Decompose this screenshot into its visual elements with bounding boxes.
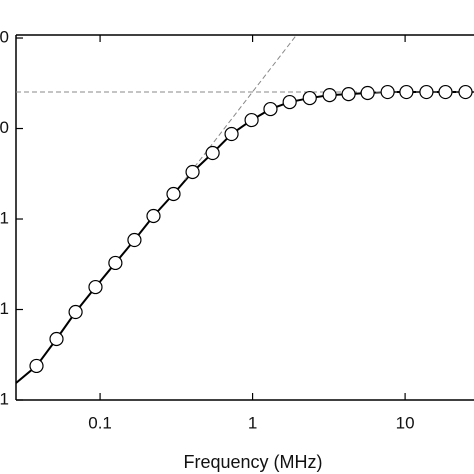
data-point	[438, 84, 453, 100]
data-point	[224, 126, 239, 142]
data-point	[399, 84, 414, 100]
data-point	[360, 85, 375, 101]
y-tick-label: 1	[0, 208, 9, 227]
reference-line	[184, 34, 297, 181]
data-point	[282, 94, 297, 110]
data-point	[419, 84, 434, 100]
data-point	[88, 279, 103, 295]
data-point	[380, 84, 395, 100]
data-point	[108, 255, 123, 271]
data-point	[68, 304, 83, 320]
y-tick-label: 1	[0, 299, 9, 318]
y-tick-label: 0	[0, 28, 9, 47]
data-point	[341, 87, 356, 102]
x-axis-label: Frequency (MHz)	[183, 452, 322, 472]
data-point	[185, 164, 200, 180]
data-point	[322, 88, 337, 103]
x-tick-label: 10	[396, 413, 415, 432]
y-tick-label: 0	[0, 118, 9, 137]
data-point	[166, 186, 181, 202]
data-point	[49, 331, 64, 347]
x-tick-label: 0.1	[88, 413, 112, 432]
data-point	[263, 101, 278, 117]
data-point	[127, 232, 142, 248]
data-point	[146, 208, 161, 224]
data-point	[458, 84, 473, 100]
data-point	[302, 90, 317, 106]
data-point	[29, 358, 44, 374]
x-tick-label: 1	[248, 413, 257, 432]
data-point	[244, 112, 259, 128]
fit-line	[15, 91, 474, 384]
y-tick-label: 1	[0, 389, 9, 408]
data-point	[205, 145, 220, 161]
